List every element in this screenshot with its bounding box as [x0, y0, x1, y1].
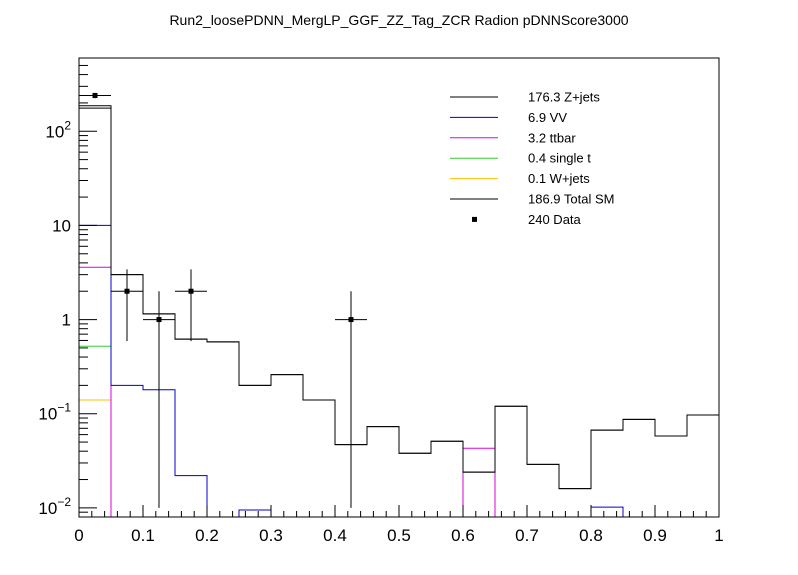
x-tick-label: 1 [714, 526, 723, 545]
data-point [143, 291, 175, 508]
y-tick-label: 102 [45, 118, 71, 141]
legend-label: 176.3 Z+jets [528, 90, 600, 105]
legend-entry-w-jets: 0.1 W+jets [450, 171, 590, 186]
x-tick-label: 0.1 [131, 526, 155, 545]
y-tick-label: 10−1 [38, 401, 71, 424]
legend-entry-total-sm: 186.9 Total SM [450, 192, 614, 207]
legend-label: 0.4 single t [528, 151, 591, 166]
axes-layer: 0 0.1 0.2 0.3 0.4 0.5 0.6 0.7 0.8 0.9 1 10−2 10−1 1 10… [38, 57, 724, 545]
x-tick-label: 0.5 [387, 526, 411, 545]
legend-entry-ttbar: 3.2 ttbar [450, 130, 576, 145]
y-tick-label: 10 [52, 216, 71, 235]
legend-entry-vv: 6.9 VV [450, 110, 567, 125]
series-total-sm-step [78, 105, 720, 517]
x-tick-label: 0.3 [259, 526, 283, 545]
x-tick-label: 0.6 [451, 526, 475, 545]
data-point [175, 269, 207, 342]
x-tick-label: 0.4 [323, 526, 347, 545]
x-tick-label: 0.9 [643, 526, 667, 545]
x-tick-label: 0.7 [515, 526, 539, 545]
legend-label: 3.2 ttbar [528, 130, 576, 145]
legend-entry-data: 240 Data [472, 212, 582, 227]
x-tick-label: 0.8 [579, 526, 603, 545]
legend: 176.3 Z+jets 6.9 VV 3.2 ttbar 0.4 single t 0… [450, 90, 614, 227]
x-tick-label: 0 [74, 526, 83, 545]
x-tick-label: 0.2 [195, 526, 219, 545]
data-point [79, 92, 111, 99]
legend-label: 240 Data [528, 212, 582, 227]
legend-label: 6.9 VV [528, 110, 567, 125]
legend-label: 0.1 W+jets [528, 171, 590, 186]
data-points-layer [79, 92, 367, 508]
data-point [335, 291, 367, 508]
legend-entry-z-jets: 176.3 Z+jets [450, 90, 600, 105]
chart-title: Run2_loosePDNN_MergLP_GGF_ZZ_Tag_ZCR Rad… [169, 12, 628, 28]
y-tick-label: 1 [62, 311, 71, 330]
legend-entry-single-t: 0.4 single t [450, 151, 591, 166]
legend-label: 186.9 Total SM [528, 192, 614, 207]
y-tick-label: 10−2 [38, 495, 71, 518]
data-point [111, 269, 143, 342]
